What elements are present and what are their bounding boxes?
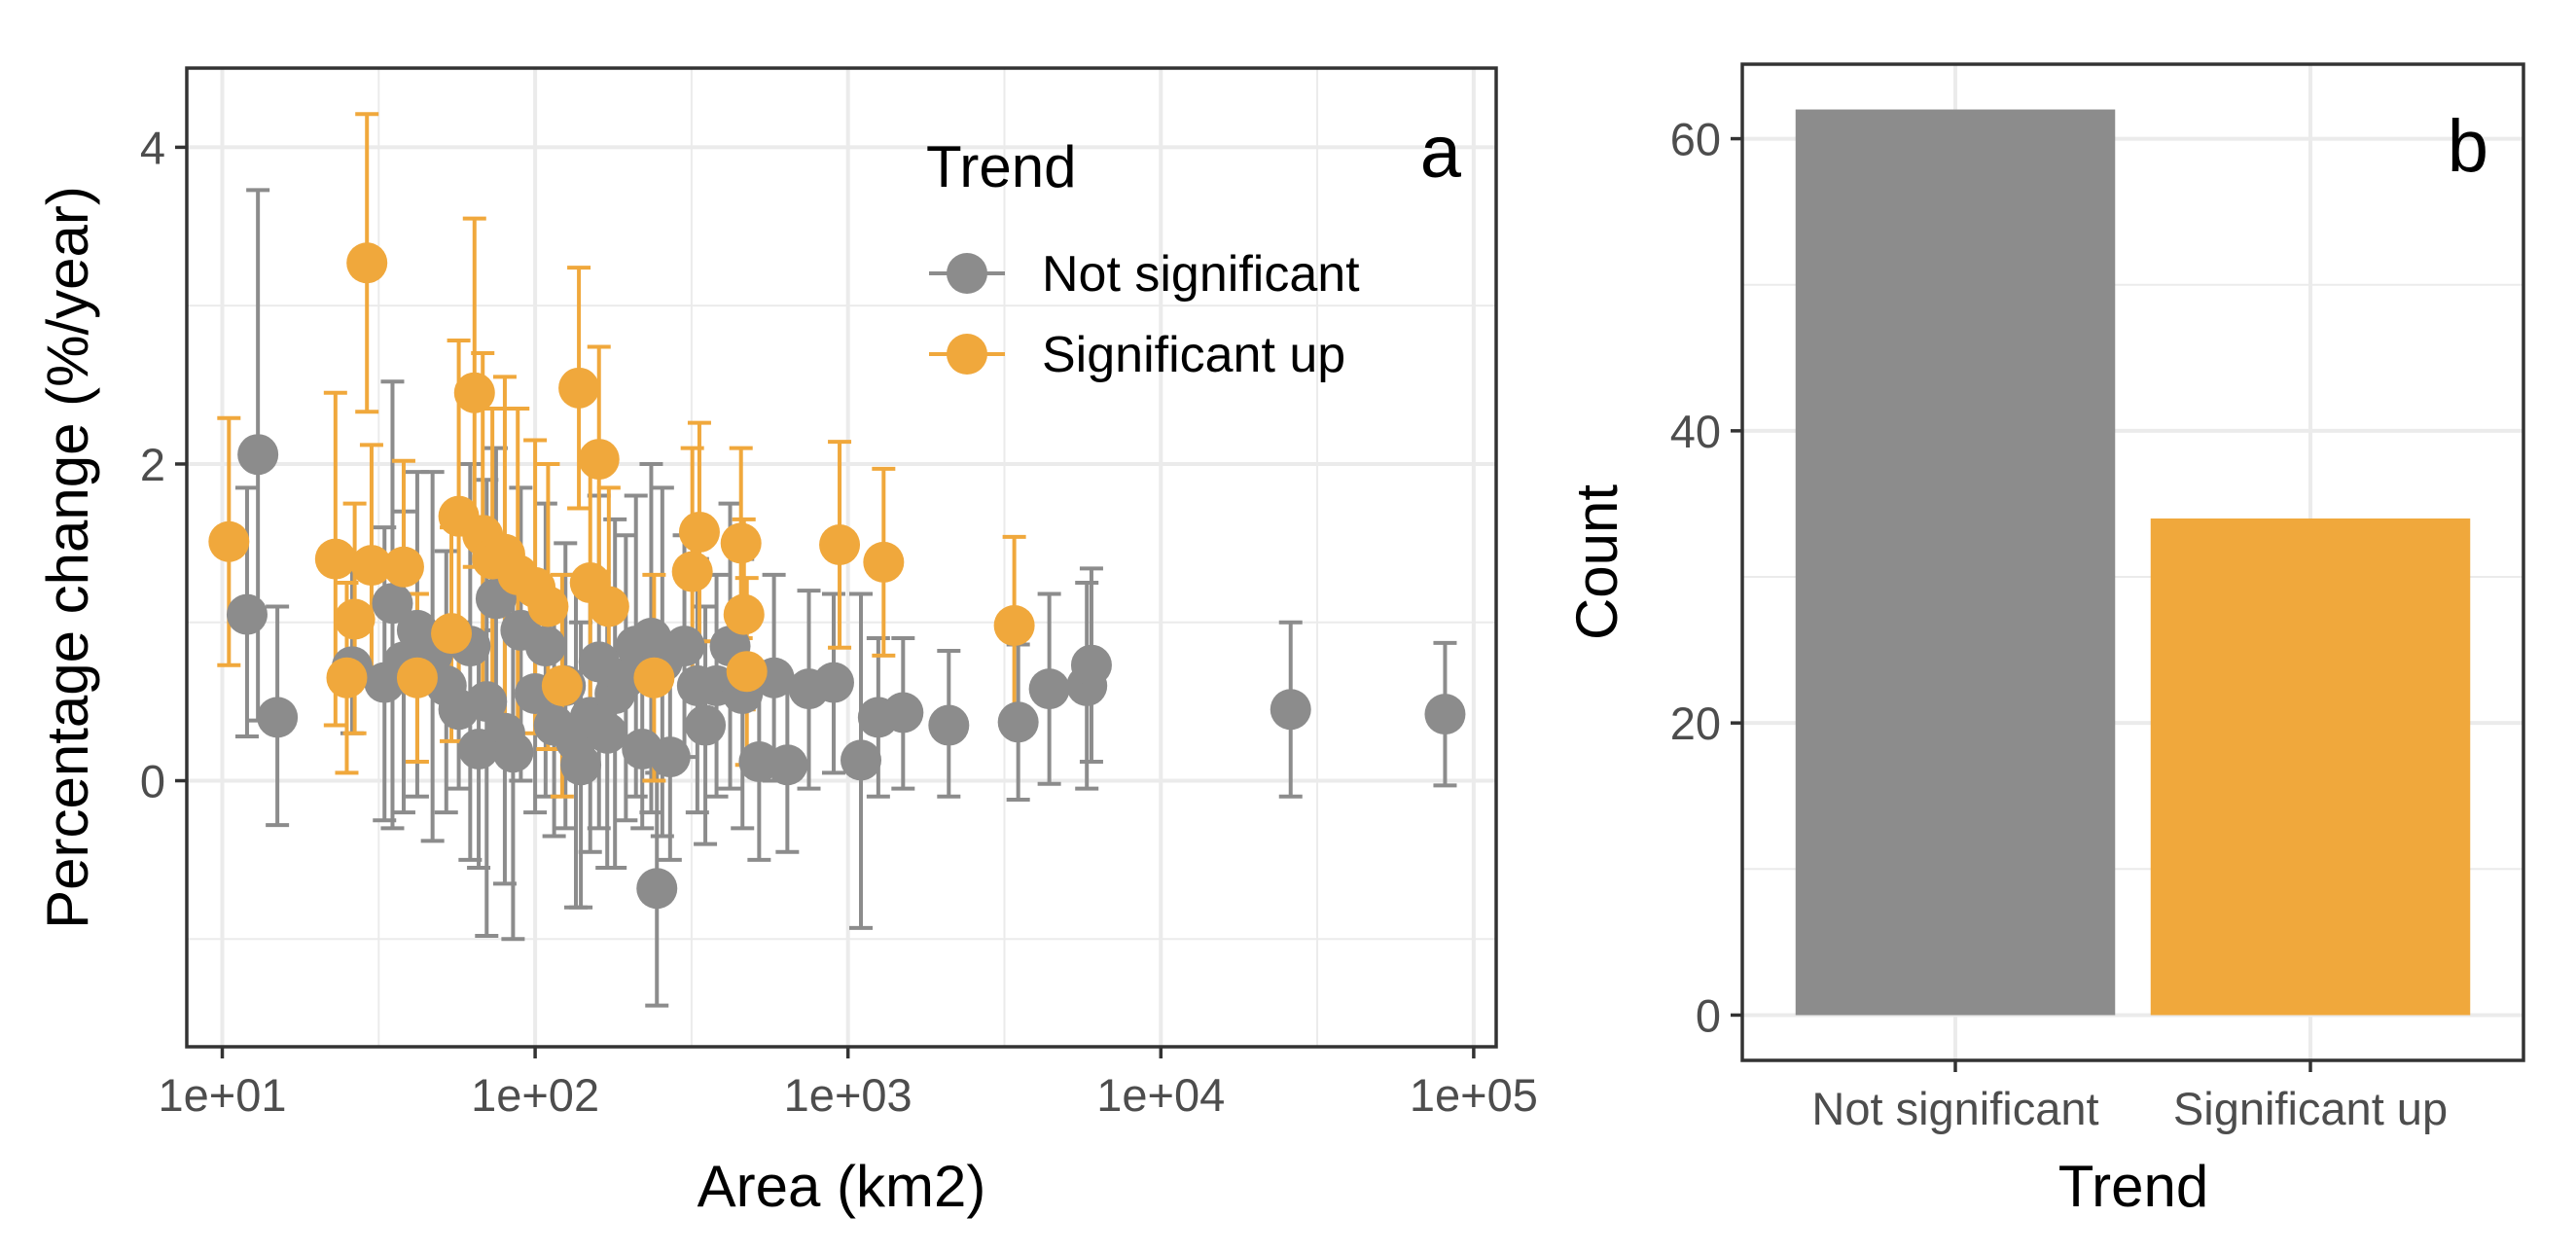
point-not-significant — [587, 712, 628, 754]
point-not-significant — [466, 681, 508, 723]
point-significant-up — [720, 522, 762, 564]
point-not-significant — [841, 739, 882, 781]
point-significant-up — [633, 657, 675, 698]
point-significant-up — [527, 586, 569, 627]
panel-a-y-axis-ticks: 0 2 4 — [140, 122, 187, 807]
panel-b-bars — [1795, 109, 2471, 1016]
bar-not-significant — [1795, 109, 2116, 1016]
panel-a-frame — [185, 66, 1498, 1049]
point-significant-up — [431, 613, 473, 655]
point-not-significant — [1070, 644, 1112, 686]
y-tick-label: 20 — [1670, 698, 1721, 749]
point-significant-up — [863, 541, 905, 583]
point-significant-up — [541, 664, 583, 706]
point-significant-up — [453, 372, 495, 413]
point-significant-up — [208, 520, 250, 562]
y-tick-label: 2 — [140, 439, 165, 490]
point-not-significant — [928, 704, 970, 746]
point-not-significant — [649, 736, 691, 778]
legend-swatch-not-significant — [947, 253, 987, 294]
x-tick-label: 1e+02 — [471, 1069, 599, 1121]
panel-a-x-axis-ticks: 1e+01 1e+02 1e+03 1e+04 1e+05 — [158, 1047, 1538, 1121]
point-not-significant — [1424, 694, 1466, 735]
point-significant-up — [578, 439, 620, 481]
panel-a-y-axis-title: Percentage change (%/year) — [35, 186, 100, 929]
legend-item-not-significant: Not significant — [929, 246, 1360, 303]
x-tick-label: 1e+03 — [784, 1069, 912, 1121]
x-tick-label: 1e+01 — [158, 1069, 286, 1121]
panel-b-frame — [1740, 62, 2525, 1062]
x-tick-label: Not significant — [1811, 1083, 2098, 1134]
panel-b-label: b — [2448, 105, 2488, 188]
point-significant-up — [723, 593, 765, 635]
point-significant-up — [819, 523, 861, 565]
x-tick-label: 1e+05 — [1410, 1069, 1538, 1121]
point-not-significant — [524, 626, 566, 667]
panel-a-points — [208, 242, 1466, 910]
legend-label-significant-up: Significant up — [1042, 327, 1345, 383]
point-significant-up — [334, 598, 376, 640]
point-not-significant — [226, 593, 268, 635]
point-not-significant — [605, 657, 647, 698]
x-tick-label: 1e+04 — [1096, 1069, 1225, 1121]
legend-title: Trend — [926, 134, 1077, 199]
point-not-significant — [560, 744, 602, 786]
point-significant-up — [726, 651, 768, 693]
panel-b-x-axis-ticks: Not significant Significant up — [1811, 1060, 2448, 1134]
y-tick-label: 0 — [140, 756, 165, 807]
point-significant-up — [346, 242, 388, 284]
panel-b-y-axis-title: Count — [1564, 484, 1629, 640]
legend-item-significant-up: Significant up — [929, 327, 1345, 383]
point-significant-up — [350, 545, 392, 587]
point-significant-up — [558, 367, 600, 409]
panel-a-scatter: 1e+01 1e+02 1e+03 1e+04 1e+05 0 2 4 a Area (km… — [35, 66, 1538, 1219]
point-significant-up — [588, 586, 629, 627]
y-tick-label: 60 — [1670, 114, 1721, 165]
point-not-significant — [663, 626, 705, 667]
point-not-significant — [237, 434, 279, 476]
point-not-significant — [882, 692, 924, 734]
point-significant-up — [314, 538, 356, 580]
point-significant-up — [993, 604, 1035, 646]
point-not-significant — [257, 697, 299, 738]
point-not-significant — [685, 704, 727, 746]
point-not-significant — [997, 701, 1039, 743]
point-significant-up — [678, 511, 720, 553]
y-tick-label: 40 — [1670, 406, 1721, 457]
y-tick-label: 0 — [1696, 989, 1721, 1041]
panel-a-label: a — [1420, 111, 1462, 194]
point-significant-up — [671, 551, 713, 592]
panel-a-x-axis-title: Area (km2) — [698, 1154, 986, 1219]
point-not-significant — [372, 583, 413, 625]
point-not-significant — [767, 744, 808, 786]
point-significant-up — [326, 657, 368, 698]
panel-b-y-axis-ticks: 0 20 40 60 — [1670, 114, 1742, 1041]
point-not-significant — [636, 868, 678, 910]
bar-significant-up — [2150, 518, 2471, 1016]
legend-swatch-significant-up — [947, 334, 987, 375]
point-not-significant — [1028, 668, 1070, 710]
point-not-significant — [812, 662, 854, 703]
point-not-significant — [1270, 689, 1311, 731]
point-significant-up — [382, 546, 424, 588]
point-significant-up — [396, 657, 438, 698]
panel-b-x-axis-title: Trend — [2058, 1154, 2209, 1219]
legend: Trend Not significant Significant up — [926, 134, 1360, 383]
point-not-significant — [492, 732, 534, 773]
y-tick-label: 4 — [140, 122, 165, 173]
legend-label-not-significant: Not significant — [1042, 246, 1360, 303]
x-tick-label: Significant up — [2173, 1083, 2448, 1134]
